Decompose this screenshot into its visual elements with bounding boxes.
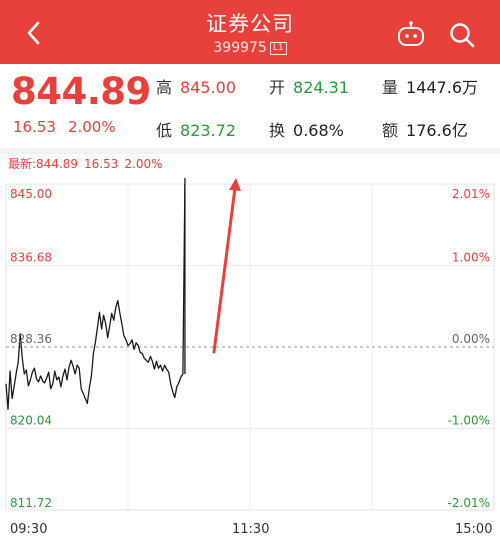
open-cell: 开 824.31 bbox=[269, 74, 349, 98]
amount-cell: 额 176.6亿 bbox=[382, 117, 468, 141]
y-tick-label: 820.04 bbox=[10, 414, 52, 428]
intraday-chart[interactable]: 845.00 2.01% 836.68 1.00% 828.36 0.00% 820.04 -… bbox=[0, 170, 500, 518]
x-tick-label: 11:30 bbox=[232, 522, 270, 537]
price-line bbox=[5, 183, 186, 410]
low-cell: 低 823.72 bbox=[156, 117, 236, 141]
high-cell: 高 845.00 bbox=[156, 74, 236, 98]
high-label: 高 bbox=[156, 78, 173, 97]
turnover-label: 换 bbox=[269, 121, 286, 140]
latest-label: 最新:844.89 bbox=[8, 157, 79, 171]
low-value: 823.72 bbox=[180, 121, 236, 140]
stock-code: 399975 bbox=[213, 40, 267, 56]
amount-label: 额 bbox=[382, 121, 399, 140]
y-tick-percent-label: 0.00% bbox=[452, 332, 490, 346]
quote-panel: 844.89 16.53 2.00% 高 845.00 开 824.31 量 1447.… bbox=[0, 64, 500, 148]
high-value: 845.00 bbox=[180, 78, 236, 97]
y-tick-percent-label: -1.00% bbox=[448, 414, 490, 428]
y-tick-label: 836.68 bbox=[10, 251, 52, 265]
change-percent: 2.00% bbox=[67, 118, 116, 136]
chevron-left-icon[interactable] bbox=[20, 18, 50, 48]
search-icon[interactable] bbox=[449, 22, 475, 48]
turnover-cell: 换 0.68% bbox=[269, 117, 344, 141]
current-price: 844.89 bbox=[11, 70, 151, 113]
red-up-arrow bbox=[212, 186, 237, 354]
y-tick-label: 845.00 bbox=[10, 187, 52, 201]
change-value: 16.53 bbox=[13, 118, 56, 136]
latest-change: 16.53 bbox=[84, 157, 119, 171]
latest-change-pct: 2.00% bbox=[124, 157, 163, 171]
x-tick-label: 15:00 bbox=[455, 522, 493, 537]
y-tick-label: 828.36 bbox=[10, 332, 52, 346]
turnover-value: 0.68% bbox=[293, 121, 344, 140]
amount-value: 176.6亿 bbox=[406, 121, 468, 140]
volume-value: 1447.6万 bbox=[406, 78, 479, 97]
divider bbox=[0, 148, 500, 154]
price-change: 16.53 2.00% bbox=[13, 118, 116, 136]
volume-cell: 量 1447.6万 bbox=[382, 74, 478, 98]
open-value: 824.31 bbox=[293, 78, 349, 97]
y-tick-label: 811.72 bbox=[10, 496, 52, 510]
red-up-arrow-head bbox=[229, 178, 241, 191]
y-tick-percent-label: -2.01% bbox=[448, 496, 490, 510]
y-tick-percent-label: 2.01% bbox=[452, 187, 490, 201]
level-badge: L1 bbox=[269, 42, 287, 55]
open-label: 开 bbox=[269, 78, 286, 97]
robot-icon[interactable] bbox=[396, 20, 426, 48]
volume-label: 量 bbox=[382, 78, 399, 97]
top-bar: 证券公司 399975 L1 bbox=[0, 0, 500, 64]
low-label: 低 bbox=[156, 121, 173, 140]
page-title: 证券公司 bbox=[206, 12, 294, 36]
stock-code-row: 399975 L1 bbox=[0, 40, 500, 56]
x-tick-label: 09:30 bbox=[10, 522, 48, 537]
y-tick-percent-label: 1.00% bbox=[452, 251, 490, 265]
latest-price-line: 最新:844.89 16.53 2.00% bbox=[8, 155, 169, 172]
